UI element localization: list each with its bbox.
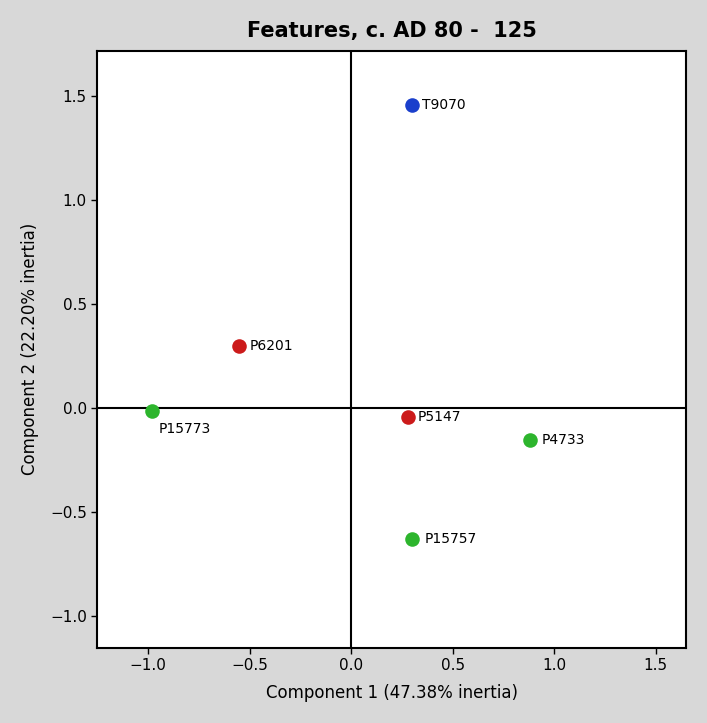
Text: T9070: T9070: [422, 98, 466, 112]
Text: P6201: P6201: [250, 339, 293, 353]
Point: [402, 411, 414, 422]
Text: P15757: P15757: [424, 532, 477, 547]
Point: [234, 341, 245, 352]
Text: P15773: P15773: [158, 422, 211, 436]
Title: Features, c. AD 80 -  125: Features, c. AD 80 - 125: [247, 21, 537, 40]
Y-axis label: Component 2 (22.20% inertia): Component 2 (22.20% inertia): [21, 223, 39, 475]
X-axis label: Component 1 (47.38% inertia): Component 1 (47.38% inertia): [266, 684, 518, 702]
Point: [146, 405, 158, 416]
Text: P5147: P5147: [418, 410, 462, 424]
Point: [407, 534, 418, 545]
Point: [524, 434, 535, 445]
Point: [407, 99, 418, 111]
Text: P4733: P4733: [542, 432, 585, 447]
